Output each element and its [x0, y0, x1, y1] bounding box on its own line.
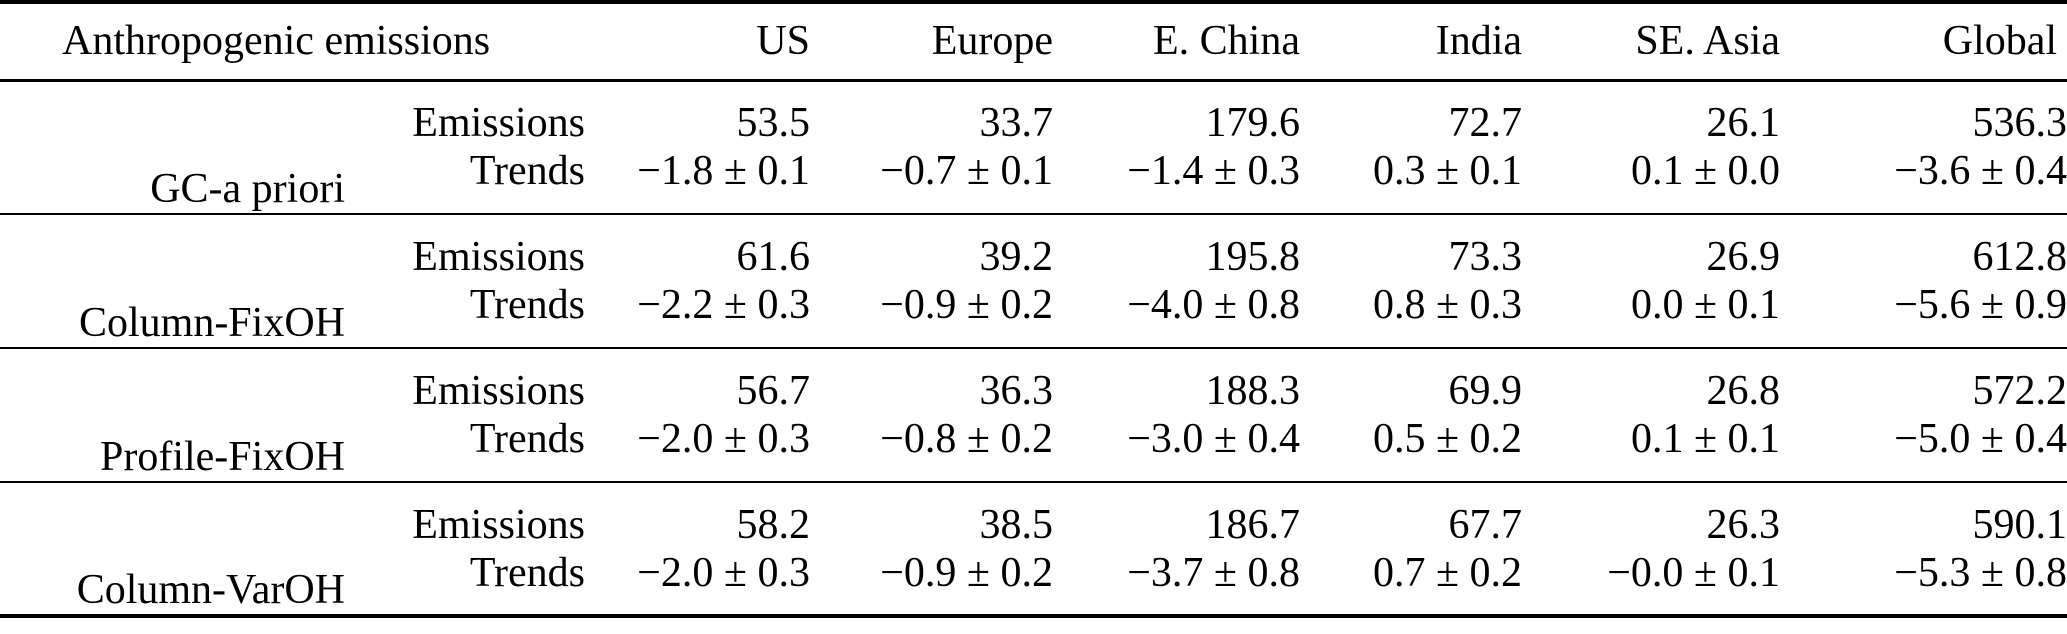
emissions-value-cell: 67.7 — [1448, 502, 1523, 548]
trends-value-cell: −5.6 ± 0.9 — [1894, 282, 2067, 328]
table-row: Column-VarOH Emissions 58.2 38.5 186.7 6… — [0, 482, 2067, 611]
emissions-value-cell: 26.3 — [1706, 502, 1781, 548]
table-header: Anthropogenic emissions US Europe E. Chi… — [0, 2, 2067, 80]
table-row: Column-FixOH Emissions 61.6 39.2 195.8 7… — [0, 214, 2067, 344]
emissions-value-cell: 58.2 — [736, 502, 811, 548]
table-row: GC-a priori Emissions 53.5 33.7 179.6 72… — [0, 80, 2067, 210]
header-row: Anthropogenic emissions US Europe E. Chi… — [0, 2, 2067, 80]
model-name-cell: Column-FixOH — [78, 300, 345, 346]
trends-value-cell: 0.1 ± 0.0 — [1630, 148, 1780, 194]
row-label-trends: Trends — [469, 550, 585, 596]
anthropogenic-emissions-table: Anthropogenic emissions US Europe E. Chi… — [0, 0, 2067, 618]
header-anthropogenic-emissions: Anthropogenic emissions — [62, 18, 491, 65]
table-row: Trends −2.0 ± 0.3 −0.8 ± 0.2 −3.0 ± 0.4 … — [0, 415, 2067, 482]
model-name-cell: GC-a priori — [150, 166, 345, 212]
trends-value-cell: −0.8 ± 0.2 — [880, 416, 1053, 462]
row-label-trends: Trends — [469, 148, 585, 194]
emissions-value-cell: 612.8 — [1972, 234, 2067, 280]
table-row: Trends −2.0 ± 0.3 −0.9 ± 0.2 −3.7 ± 0.8 … — [0, 549, 2067, 616]
row-label-emissions: Emissions — [412, 368, 585, 414]
header-us: US — [756, 18, 810, 65]
emissions-value-cell: 572.2 — [1972, 368, 2067, 414]
emissions-value-cell: 26.1 — [1706, 100, 1781, 146]
group-profile-fixoh: Profile-FixOH Emissions 56.7 36.3 188.3 … — [0, 348, 2067, 482]
trends-value-cell: 0.7 ± 0.2 — [1372, 550, 1522, 596]
trends-value-cell: −2.0 ± 0.3 — [637, 550, 810, 596]
emissions-value-cell: 72.7 — [1448, 100, 1523, 146]
trends-value-cell: −3.7 ± 0.8 — [1127, 550, 1300, 596]
group-gc-a-priori: GC-a priori Emissions 53.5 33.7 179.6 72… — [0, 80, 2067, 214]
row-label-trends: Trends — [469, 416, 585, 462]
emissions-value-cell: 536.3 — [1972, 100, 2067, 146]
emissions-value-cell: 26.8 — [1706, 368, 1781, 414]
trends-value-cell: 0.1 ± 0.1 — [1630, 416, 1780, 462]
trends-value-cell: 0.0 ± 0.1 — [1630, 282, 1780, 328]
emissions-value-cell: 36.3 — [979, 368, 1054, 414]
trends-value-cell: −4.0 ± 0.8 — [1127, 282, 1300, 328]
trends-value-cell: −3.6 ± 0.4 — [1894, 148, 2067, 194]
row-label-emissions: Emissions — [412, 100, 585, 146]
emissions-value-cell: 33.7 — [979, 100, 1054, 146]
emissions-value-cell: 53.5 — [736, 100, 811, 146]
emissions-value-cell: 73.3 — [1448, 234, 1523, 280]
emissions-value-cell: 186.7 — [1205, 502, 1301, 548]
row-label-emissions: Emissions — [412, 234, 585, 280]
group-column-fixoh: Column-FixOH Emissions 61.6 39.2 195.8 7… — [0, 214, 2067, 348]
trends-value-cell: −5.0 ± 0.4 — [1894, 416, 2067, 462]
trends-value-cell: −3.0 ± 0.4 — [1127, 416, 1300, 462]
emissions-value-cell: 39.2 — [979, 234, 1054, 280]
trends-value-cell: 0.8 ± 0.3 — [1372, 282, 1522, 328]
emissions-value-cell: 56.7 — [736, 368, 811, 414]
header-europe: Europe — [931, 18, 1053, 65]
group-column-varoh: Column-VarOH Emissions 58.2 38.5 186.7 6… — [0, 482, 2067, 616]
table-row: Trends −2.2 ± 0.3 −0.9 ± 0.2 −4.0 ± 0.8 … — [0, 281, 2067, 348]
row-label-trends: Trends — [469, 282, 585, 328]
trends-value-cell: −0.7 ± 0.1 — [880, 148, 1053, 194]
emissions-value-cell: 179.6 — [1205, 100, 1301, 146]
table-row: Trends −1.8 ± 0.1 −0.7 ± 0.1 −1.4 ± 0.3 … — [0, 147, 2067, 214]
table-row: Profile-FixOH Emissions 56.7 36.3 188.3 … — [0, 348, 2067, 478]
emissions-value-cell: 590.1 — [1972, 502, 2067, 548]
emissions-value-cell: 69.9 — [1448, 368, 1523, 414]
emissions-value-cell: 188.3 — [1205, 368, 1301, 414]
header-global: Global — [1942, 18, 2057, 65]
trends-value-cell: −2.2 ± 0.3 — [637, 282, 810, 328]
row-label-emissions: Emissions — [412, 502, 585, 548]
header-se-asia: SE. Asia — [1635, 18, 1780, 65]
header-india: India — [1435, 18, 1522, 65]
trends-value-cell: −5.3 ± 0.8 — [1894, 550, 2067, 596]
trends-value-cell: 0.3 ± 0.1 — [1372, 148, 1522, 194]
emissions-value-cell: 26.9 — [1706, 234, 1781, 280]
header-e-china: E. China — [1153, 18, 1300, 65]
trends-value-cell: −0.0 ± 0.1 — [1607, 550, 1780, 596]
trends-value-cell: 0.5 ± 0.2 — [1372, 416, 1522, 462]
emissions-value-cell: 61.6 — [736, 234, 811, 280]
trends-value-cell: −2.0 ± 0.3 — [637, 416, 810, 462]
model-name-cell: Column-VarOH — [76, 567, 345, 613]
trends-value-cell: −1.4 ± 0.3 — [1127, 148, 1300, 194]
model-name-cell: Profile-FixOH — [100, 434, 345, 480]
trends-value-cell: −1.8 ± 0.1 — [637, 148, 810, 194]
trends-value-cell: −0.9 ± 0.2 — [880, 282, 1053, 328]
trends-value-cell: −0.9 ± 0.2 — [880, 550, 1053, 596]
emissions-value-cell: 195.8 — [1205, 234, 1301, 280]
emissions-value-cell: 38.5 — [979, 502, 1054, 548]
